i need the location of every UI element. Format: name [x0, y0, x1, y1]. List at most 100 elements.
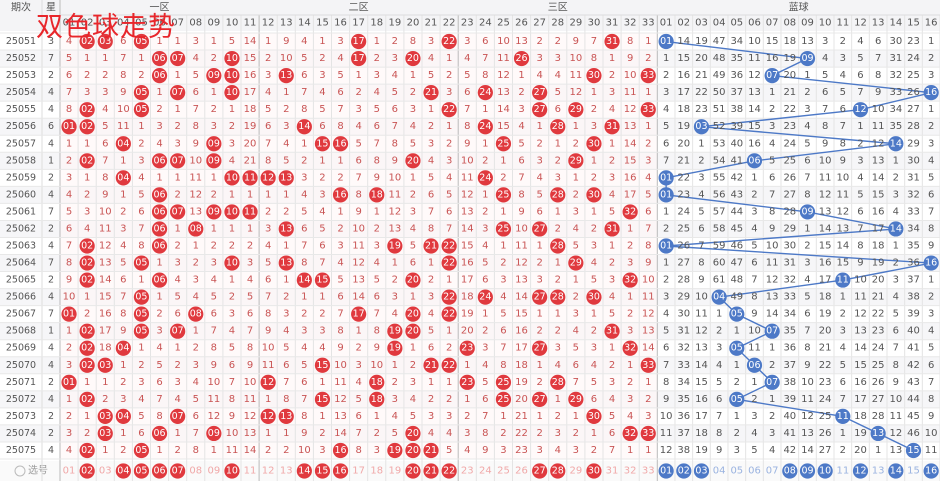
red-number: 13: [280, 172, 292, 183]
red-number: 30: [588, 138, 600, 149]
miss-count: 10: [461, 155, 474, 166]
miss-count: 39: [907, 309, 920, 320]
red-number: 06: [154, 275, 166, 286]
miss-count: 7: [156, 394, 162, 405]
miss-count: 2: [174, 445, 180, 456]
red-ball: [151, 68, 168, 84]
miss-count: 2: [211, 104, 217, 115]
blue-ball: [799, 204, 816, 220]
miss-count: 6: [301, 223, 307, 234]
period: 25061: [6, 206, 36, 217]
miss-count: 4: [102, 104, 108, 115]
red-number: 01: [63, 377, 75, 388]
footer-number: 07: [766, 466, 779, 477]
miss-count: 11: [117, 121, 130, 132]
miss-count: 2: [319, 309, 325, 320]
red-number: 22: [443, 360, 455, 371]
red-number: 24: [479, 121, 491, 132]
red-ball: [314, 463, 331, 479]
miss-count: 49: [713, 70, 726, 81]
miss-count: 8: [769, 206, 775, 217]
red-ball: [532, 221, 548, 237]
title: 双色球走势: [36, 12, 176, 43]
red-number: 33: [642, 104, 654, 115]
miss-count: 6: [193, 411, 199, 422]
miss-count: 2: [536, 36, 542, 47]
red-number: 03: [99, 36, 111, 47]
red-number: 33: [642, 428, 654, 439]
miss-count: 9: [301, 428, 307, 439]
miss-count: 6: [893, 326, 899, 337]
miss-count: 9: [392, 155, 398, 166]
miss-count: 8: [893, 360, 899, 371]
miss-count: 10: [569, 53, 582, 64]
red-number: 21: [425, 360, 437, 371]
footer-number: 33: [642, 466, 655, 477]
red-number: 17: [353, 53, 365, 64]
miss-count: 1: [716, 309, 722, 320]
red-ball: [459, 374, 475, 390]
miss-count: 4: [591, 258, 597, 269]
miss-count: 19: [461, 309, 474, 320]
select-radio[interactable]: [14, 465, 26, 477]
miss-count: 6: [174, 309, 180, 320]
miss-count: 17: [461, 275, 474, 286]
blue-ball: [923, 463, 939, 479]
miss-count: 17: [515, 343, 528, 354]
miss-count: 41: [783, 428, 796, 439]
miss-count: 30: [889, 36, 902, 47]
red-ball: [550, 187, 566, 203]
miss-count: 3: [337, 36, 343, 47]
miss-count: 1: [482, 104, 488, 115]
red-number: 02: [81, 121, 93, 132]
red-col-header: 05: [135, 18, 148, 29]
miss-count: 14: [766, 309, 779, 320]
footer-number: 24: [479, 466, 492, 477]
miss-count: 16: [872, 206, 885, 217]
miss-count: 2: [555, 411, 561, 422]
miss-count: 2: [265, 53, 271, 64]
miss-count: 2: [928, 121, 934, 132]
red-number: 02: [81, 241, 93, 252]
miss-count: 10: [695, 292, 708, 303]
miss-count: 6: [464, 87, 470, 98]
red-ball: [423, 463, 439, 479]
red-number: 08: [190, 309, 202, 320]
miss-count: 5: [464, 70, 470, 81]
miss-count: 9: [482, 445, 488, 456]
miss-count: 26: [819, 428, 832, 439]
red-ball: [188, 306, 204, 322]
miss-count: 3: [301, 326, 307, 337]
blue-col-header: 03: [695, 18, 708, 29]
red-number: 13: [280, 223, 292, 234]
miss-count: 1: [247, 223, 253, 234]
blue-ball: [782, 463, 798, 479]
red-ball: [586, 68, 602, 84]
miss-count: 3: [751, 411, 757, 422]
miss-count: 1: [609, 241, 615, 252]
miss-count: 27: [819, 445, 832, 456]
miss-count: 5: [410, 241, 416, 252]
red-number: 20: [407, 326, 419, 337]
miss-count: 4: [698, 189, 704, 200]
miss-count: 8: [283, 394, 289, 405]
miss-count: 40: [730, 138, 743, 149]
miss-count: 2: [482, 155, 488, 166]
miss-count: 6: [428, 189, 434, 200]
red-col-header: 15: [316, 18, 329, 29]
miss-count: 1: [645, 121, 651, 132]
red-number: 09: [208, 206, 220, 217]
miss-count: 33: [677, 360, 690, 371]
miss-count: 7: [102, 155, 108, 166]
miss-count: 42: [783, 445, 796, 456]
miss-count: 2: [751, 394, 757, 405]
red-ball: [224, 170, 240, 186]
miss-count: 1: [573, 275, 579, 286]
miss-count: 6: [928, 189, 934, 200]
blue-col-header: 13: [872, 18, 885, 29]
miss-count: 1: [102, 445, 108, 456]
miss-count: 3: [482, 223, 488, 234]
red-ball: [296, 463, 312, 479]
miss-count: 10: [766, 241, 779, 252]
red-ball: [477, 289, 493, 305]
